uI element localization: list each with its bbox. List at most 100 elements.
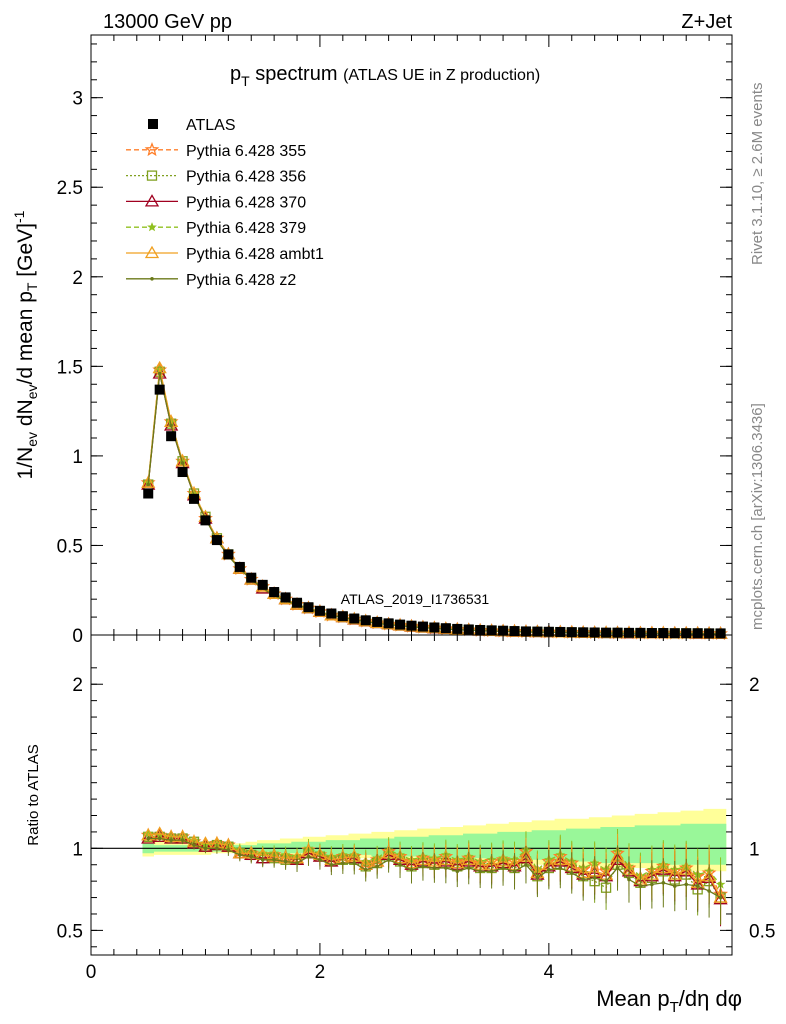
legend-item-atlas: ATLAS bbox=[148, 117, 236, 134]
ratio-point bbox=[192, 843, 196, 847]
data-point bbox=[211, 535, 222, 546]
y-tick-label: 0 bbox=[72, 626, 83, 647]
legend-item-2: Pythia 6.428 370 bbox=[126, 194, 306, 211]
process-label: Z+Jet bbox=[681, 11, 732, 33]
ratio-point bbox=[341, 861, 345, 865]
legend-marker bbox=[146, 170, 158, 181]
main-y-label: 1/Nev dNev/d mean pT [GeV]-1 bbox=[11, 210, 40, 479]
data-point bbox=[532, 626, 543, 637]
ratio-y-tick-label-right: 1 bbox=[749, 839, 760, 860]
legend-marker bbox=[148, 119, 158, 129]
series-point bbox=[157, 371, 162, 376]
data-point bbox=[395, 619, 406, 630]
ratio-point bbox=[672, 884, 677, 888]
legend-marker bbox=[144, 194, 160, 207]
legend-label: Pythia 6.428 355 bbox=[186, 143, 306, 160]
title-sub: T bbox=[241, 73, 250, 89]
data-point bbox=[234, 561, 245, 572]
mcplots-label: mcplots.cern.ch [arXiv:1306.3436] bbox=[749, 403, 766, 630]
x-tick-label: 0 bbox=[86, 962, 97, 983]
x-tick-label: 2 bbox=[315, 962, 326, 983]
series-point bbox=[180, 461, 185, 465]
ratio-point bbox=[141, 831, 156, 844]
title-spectrum: spectrum bbox=[250, 63, 338, 85]
ratio-y-tick-label: 1 bbox=[72, 839, 83, 860]
data-point bbox=[623, 627, 634, 638]
ratio-line bbox=[148, 834, 722, 895]
ratio-point bbox=[180, 838, 185, 842]
ratio-point bbox=[363, 867, 368, 872]
ratio-line bbox=[148, 832, 722, 885]
data-point bbox=[646, 628, 657, 639]
data-point bbox=[177, 467, 188, 478]
ratio-point bbox=[146, 836, 151, 841]
legend-label: Pythia 6.428 379 bbox=[186, 220, 306, 237]
ylabel-b-sub: ev bbox=[24, 384, 40, 399]
ratio-point bbox=[421, 864, 425, 869]
ratio-y-tick-label-right: 0.5 bbox=[749, 921, 775, 942]
ratio-point bbox=[489, 869, 494, 874]
data-point bbox=[257, 579, 268, 590]
data-point bbox=[143, 488, 154, 499]
ratio-point bbox=[661, 880, 666, 885]
ratio-point bbox=[558, 866, 563, 870]
data-point bbox=[486, 625, 497, 636]
ratio-series-5 bbox=[146, 835, 723, 925]
series-point bbox=[146, 482, 151, 487]
ratio-point bbox=[283, 859, 288, 864]
ratio-point bbox=[295, 861, 299, 865]
legend-marker bbox=[144, 141, 160, 157]
data-point bbox=[669, 628, 680, 639]
data-point bbox=[280, 592, 291, 603]
ratio-point bbox=[547, 867, 551, 872]
legend-item-3: Pythia 6.428 379 bbox=[126, 220, 306, 237]
ylabel-c-sub: T bbox=[24, 282, 40, 291]
ratio-point bbox=[604, 879, 608, 883]
y-tick-label: 1 bbox=[72, 447, 83, 468]
ratio-point bbox=[249, 854, 254, 859]
x-tick-label: 4 bbox=[544, 962, 555, 983]
xlabel-a-sub: T bbox=[670, 999, 679, 1016]
ratio-point bbox=[592, 876, 597, 880]
ylabel-a-sub: ev bbox=[24, 432, 40, 447]
ratio-point bbox=[272, 858, 276, 862]
data-point bbox=[463, 624, 474, 635]
ratio-point bbox=[352, 861, 357, 865]
ratio-point bbox=[707, 889, 711, 893]
ratio-panel: 0.5 0.5 1 1 2 2 0 2 4 Ratio to ATLAS Mean pT/dη … bbox=[25, 634, 775, 1016]
ratio-point bbox=[238, 853, 242, 857]
legend-item-5: Pythia 6.428 z2 bbox=[126, 272, 296, 289]
y-tick-label: 3 bbox=[72, 89, 83, 110]
ratio-point bbox=[409, 867, 414, 872]
legend-label: Pythia 6.428 356 bbox=[186, 169, 306, 186]
data-point bbox=[452, 623, 463, 634]
ratio-point bbox=[329, 862, 334, 867]
ratio-point bbox=[695, 884, 700, 888]
data-point bbox=[223, 549, 234, 560]
data-point bbox=[406, 620, 417, 631]
data-point bbox=[509, 626, 520, 637]
legend-item-1: Pythia 6.428 356 bbox=[126, 169, 306, 186]
xlabel-a: Mean p bbox=[596, 986, 669, 1011]
ratio-point bbox=[203, 846, 208, 851]
legend-label: Pythia 6.428 ambt1 bbox=[186, 246, 324, 263]
ratio-y-tick-label: 2 bbox=[72, 675, 83, 696]
ratio-y-label: Ratio to ATLAS bbox=[25, 744, 42, 845]
ratio-point bbox=[512, 869, 517, 874]
x-axis-label: Mean pT/dη dφ bbox=[596, 986, 742, 1016]
data-point bbox=[578, 627, 589, 638]
y-tick-label: 0.5 bbox=[57, 536, 83, 557]
ratio-point bbox=[718, 895, 723, 900]
plot-title: pT spectrum (ATLAS UE in Z production) bbox=[230, 63, 540, 89]
ylabel-c: /d mean p bbox=[14, 291, 37, 384]
ratio-point bbox=[318, 858, 322, 862]
legend-label: ATLAS bbox=[186, 117, 236, 134]
ratio-point bbox=[535, 876, 540, 880]
ratio-point bbox=[478, 869, 482, 874]
ratio-point bbox=[444, 866, 448, 870]
data-point bbox=[555, 626, 566, 637]
legend: ATLAS Pythia 6.428 355 Pythia 6.428 356 Pyt… bbox=[126, 117, 324, 289]
data-point bbox=[269, 587, 280, 598]
ratio-y-tick-label-right: 2 bbox=[749, 675, 760, 696]
